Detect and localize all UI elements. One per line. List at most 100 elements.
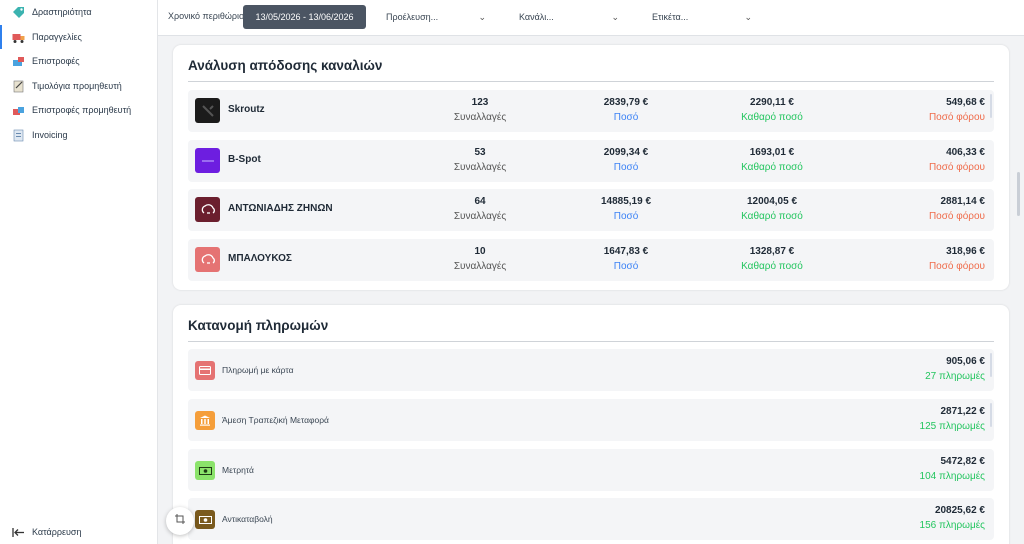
payment-row[interactable]: Αντικαταβολή 20825,62 € 156 πληρωμές — [188, 498, 994, 540]
net-metric: 1328,87 € Καθαρό ποσό — [727, 245, 817, 275]
channel-row[interactable]: ΜΠΑΛΟΥΚΟΣ 10 Συναλλαγές 1647,83 € Ποσό 1328,8… — [188, 239, 994, 281]
sidebar-item-returns[interactable]: Επιστροφές — [0, 49, 157, 73]
supplier-return-icon — [12, 104, 25, 117]
sidebar-item-supplier-invoices[interactable]: Τιμολόγια προμηθευτή — [0, 74, 157, 98]
payment-count: 27 πληρωμές — [925, 371, 985, 382]
sidebar-item-supplier-returns[interactable]: Επιστροφές προμηθευτή — [0, 98, 157, 122]
transactions-label: Συναλλαγές — [453, 211, 507, 222]
cash-on-delivery-icon — [195, 510, 215, 529]
collapse-label: Κατάρρευση — [32, 527, 82, 537]
sidebar-item-label: Τιμολόγια προμηθευτή — [32, 81, 122, 91]
tax-metric: 318,96 € Ποσό φόρου — [895, 245, 985, 275]
channel-row[interactable]: ΑΝΤΩΝΙΑΔΗΣ ΖΗΝΩΝ 64 Συναλλαγές 14885,19 € Πο… — [188, 189, 994, 231]
channel-row[interactable]: Skroutz 123 Συναλλαγές 2839,79 € Ποσό 2290,11… — [188, 90, 994, 132]
payment-row[interactable]: Πληρωμή με κάρτα 905,06 € 27 πληρωμές — [188, 349, 994, 391]
amount-label: Ποσό — [613, 162, 639, 173]
payment-amount: 905,06 € — [946, 356, 985, 367]
crop-icon — [174, 512, 186, 530]
clipboard-icon — [12, 80, 25, 93]
sidebar-item-label: Παραγγελίες — [32, 32, 82, 42]
tax-metric: 549,68 € Ποσό φόρου — [895, 96, 985, 126]
sidebar-item-label: Επιστροφές — [32, 56, 80, 66]
transactions-value: 123 — [471, 97, 489, 108]
channel-select[interactable]: Κανάλι... ⌄ — [519, 5, 619, 29]
payment-row[interactable]: Άμεση Τραπεζική Μεταφορά 2871,22 € 125 πλη… — [188, 399, 994, 441]
sidebar-item-activity[interactable]: Δραστηριότητα — [0, 0, 157, 24]
amount-metric: 1647,83 € Ποσό — [586, 245, 666, 275]
origin-select[interactable]: Προέλευση... ⌄ — [386, 5, 486, 29]
transactions-metric: 53 Συναλλαγές — [440, 146, 520, 176]
transactions-label: Συναλλαγές — [453, 162, 507, 173]
row-scrollbar[interactable] — [990, 353, 992, 377]
invoice-icon — [12, 129, 25, 142]
date-range-picker[interactable]: 13/05/2026 - 13/06/2026 — [243, 5, 366, 29]
screenshot-button[interactable] — [166, 507, 194, 535]
credit-card-icon — [195, 361, 215, 380]
channel-placeholder: Κανάλι... — [519, 12, 554, 22]
transactions-metric: 10 Συναλλαγές — [440, 245, 520, 275]
payment-count: 104 πληρωμές — [919, 471, 985, 482]
truck-icon — [12, 31, 25, 44]
transactions-metric: 64 Συναλλαγές — [440, 195, 520, 225]
payment-distribution-card: Κατανομή πληρωμών Πληρωμή με κάρτα 905,06… — [173, 305, 1009, 544]
payment-metric: 20825,62 € 156 πληρωμές — [875, 504, 985, 534]
net-value: 12004,05 € — [746, 196, 798, 207]
amount-label: Ποσό — [613, 112, 639, 123]
tag-icon — [12, 6, 25, 19]
amount-value: 14885,19 € — [600, 196, 652, 207]
amount-value: 1647,83 € — [603, 246, 649, 257]
amount-value: 2099,34 € — [603, 147, 649, 158]
amount-label: Ποσό — [613, 261, 639, 272]
chevron-down-icon: ⌄ — [744, 11, 752, 22]
transactions-value: 10 — [474, 246, 486, 257]
tax-label: Ποσό φόρου — [928, 112, 985, 123]
return-icon — [12, 55, 25, 68]
sidebar-item-orders[interactable]: Παραγγελίες — [0, 25, 157, 49]
tax-metric: 406,33 € Ποσό φόρου — [895, 146, 985, 176]
amount-metric: 14885,19 € Ποσό — [586, 195, 666, 225]
amount-label: Ποσό — [613, 211, 639, 222]
amount-value: 2839,79 € — [603, 97, 649, 108]
tax-value: 2881,14 € — [940, 196, 986, 207]
payment-count: 125 πληρωμές — [919, 421, 985, 432]
divider — [188, 81, 994, 82]
payment-row[interactable]: Μετρητά 5472,82 € 104 πληρωμές — [188, 449, 994, 491]
collapse-icon — [12, 526, 25, 539]
net-label: Καθαρό ποσό — [741, 162, 803, 173]
channel-name: ΜΠΑΛΟΥΚΟΣ — [228, 253, 292, 264]
channel-row[interactable]: B-Spot 53 Συναλλαγές 2099,34 € Ποσό 1693,01 €… — [188, 140, 994, 182]
page-scrollbar[interactable] — [1017, 172, 1020, 216]
payment-amount: 5472,82 € — [940, 456, 986, 467]
row-scrollbar[interactable] — [990, 94, 992, 118]
amount-metric: 2099,34 € Ποσό — [586, 146, 666, 176]
net-label: Καθαρό ποσό — [741, 211, 803, 222]
tax-label: Ποσό φόρου — [928, 211, 985, 222]
transactions-value: 64 — [474, 196, 486, 207]
card-title: Κατανομή πληρωμών — [188, 318, 329, 333]
tax-value: 549,68 € — [946, 97, 985, 108]
card-title: Ανάλυση απόδοσης καναλιών — [188, 58, 383, 73]
collapse-button[interactable]: Κατάρρευση — [0, 520, 157, 544]
transactions-label: Συναλλαγές — [453, 112, 507, 123]
tag-select[interactable]: Ετικέτα... ⌄ — [652, 5, 752, 29]
net-label: Καθαρό ποσό — [741, 261, 803, 272]
tax-value: 406,33 € — [946, 147, 985, 158]
sidebar-item-label: Invoicing — [32, 130, 68, 140]
payment-method-name: Αντικαταβολή — [222, 514, 273, 524]
transactions-value: 53 — [474, 147, 486, 158]
sidebar-item-invoicing[interactable]: Invoicing — [0, 123, 157, 147]
tag-placeholder: Ετικέτα... — [652, 12, 689, 22]
amount-metric: 2839,79 € Ποσό — [586, 96, 666, 126]
payment-metric: 5472,82 € 104 πληρωμές — [875, 455, 985, 485]
filter-bar: Χρονικό περιθώριο: 13/05/2026 - 13/06/20… — [158, 0, 1024, 36]
divider — [188, 341, 994, 342]
payment-metric: 905,06 € 27 πληρωμές — [875, 355, 985, 385]
payment-amount: 20825,62 € — [934, 505, 985, 516]
row-scrollbar[interactable] — [990, 403, 992, 427]
channel-logo — [195, 197, 220, 222]
tax-value: 318,96 € — [946, 246, 985, 257]
channel-name: Skroutz — [228, 104, 265, 115]
payment-method-name: Πληρωμή με κάρτα — [222, 365, 294, 375]
bank-icon — [195, 411, 215, 430]
payment-method-name: Άμεση Τραπεζική Μεταφορά — [222, 415, 329, 425]
